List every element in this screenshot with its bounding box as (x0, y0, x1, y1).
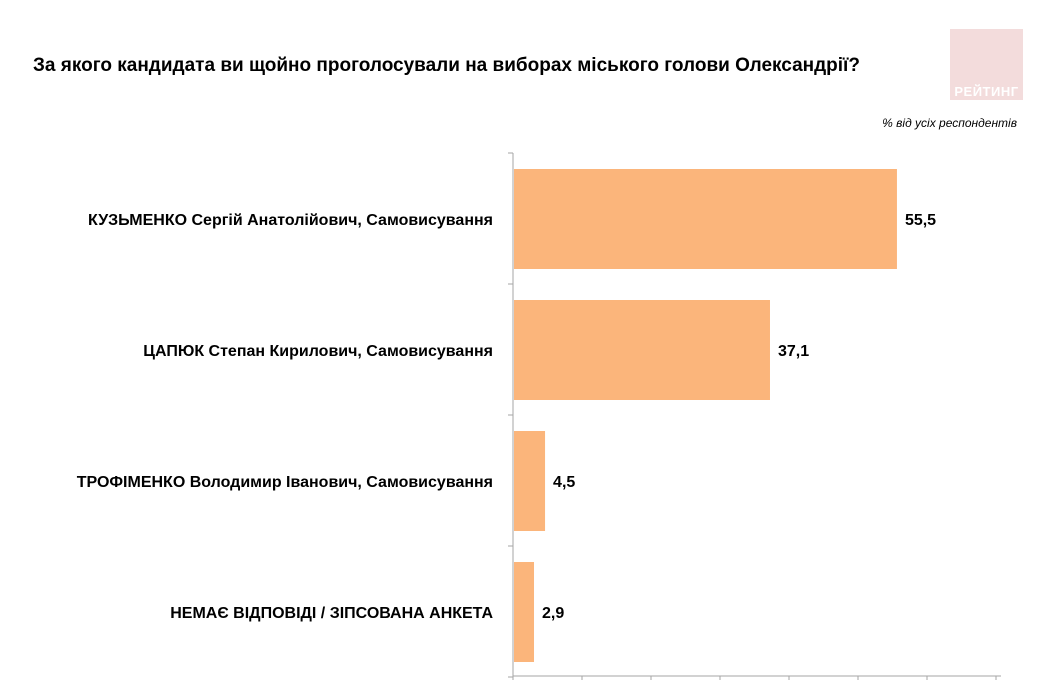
logo-text: РЕЙТИНГ (954, 84, 1019, 99)
chart-subtitle: % від усіх респондентів (882, 116, 1017, 130)
data-label: 37,1 (778, 343, 809, 360)
category-label: ТРОФІМЕНКО Володимир Іванович, Самовисув… (77, 474, 493, 491)
rating-logo: РЕЙТИНГ (950, 29, 1023, 100)
data-label: 2,9 (542, 605, 564, 622)
data-label: 4,5 (553, 474, 575, 491)
bar (514, 169, 897, 269)
bar (514, 300, 770, 400)
category-label: КУЗЬМЕНКО Сергій Анатолійович, Самовисув… (88, 212, 493, 229)
bar (514, 431, 546, 531)
category-label: ЦАПЮК Степан Кирилович, Самовисування (143, 343, 493, 360)
bar (514, 562, 535, 662)
category-label: НЕМАЄ ВІДПОВІДІ / ЗІПСОВАНА АНКЕТА (170, 605, 493, 622)
chart-title: За якого кандидата ви щойно проголосувал… (33, 55, 861, 76)
data-label: 55,5 (905, 212, 936, 229)
